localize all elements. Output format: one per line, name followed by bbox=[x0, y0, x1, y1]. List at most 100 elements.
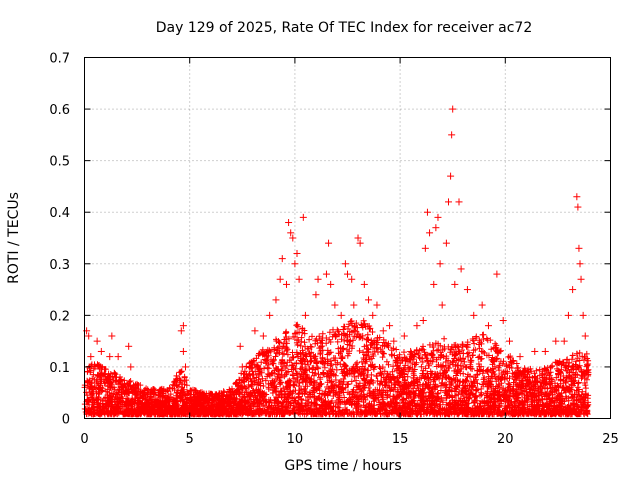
data-point bbox=[327, 280, 335, 288]
x-tick-label: 25 bbox=[602, 432, 619, 447]
data-point bbox=[430, 280, 438, 288]
x-axis-label: GPS time / hours bbox=[284, 458, 401, 474]
data-point bbox=[291, 260, 299, 268]
data-point bbox=[478, 301, 486, 309]
data-point bbox=[574, 203, 582, 211]
data-point bbox=[390, 337, 398, 345]
data-point bbox=[322, 270, 330, 278]
data-point bbox=[573, 193, 581, 201]
data-point bbox=[127, 363, 135, 371]
data-point bbox=[499, 317, 507, 325]
y-axis-label: ROTI / TECUs bbox=[6, 192, 22, 284]
data-point bbox=[421, 244, 429, 252]
y-tick-label: 0.1 bbox=[49, 361, 70, 376]
y-tick-label: 0.2 bbox=[49, 309, 70, 324]
data-point bbox=[177, 327, 185, 335]
data-point bbox=[541, 347, 549, 355]
y-tick-label: 0.6 bbox=[49, 103, 70, 118]
axis-ticks: 0 0.1 0.2 0.3 0.4 0.5 0.6 0.7 0 5 10 15 20 25 bbox=[49, 52, 618, 448]
data-point bbox=[442, 239, 450, 247]
data-point bbox=[301, 311, 309, 319]
data-point bbox=[569, 286, 577, 294]
data-point bbox=[285, 219, 293, 227]
data-point bbox=[432, 224, 440, 232]
data-point bbox=[179, 347, 187, 355]
data-point bbox=[575, 244, 583, 252]
data-point bbox=[444, 198, 452, 206]
data-point bbox=[373, 301, 381, 309]
data-point bbox=[447, 172, 455, 180]
data-point bbox=[449, 105, 457, 113]
data-point bbox=[87, 353, 95, 361]
data-point bbox=[331, 301, 339, 309]
data-point bbox=[581, 332, 589, 340]
data-point bbox=[337, 311, 345, 319]
data-point bbox=[386, 322, 394, 330]
data-point bbox=[325, 239, 333, 247]
data-point bbox=[438, 301, 446, 309]
data-point bbox=[299, 213, 307, 221]
data-point bbox=[179, 322, 187, 330]
data-point bbox=[312, 291, 320, 299]
data-point bbox=[455, 198, 463, 206]
data-point bbox=[272, 296, 280, 304]
data-point bbox=[419, 317, 427, 325]
data-point bbox=[114, 353, 122, 361]
data-point bbox=[295, 275, 303, 283]
y-tick-label: 0.5 bbox=[49, 155, 70, 170]
data-point bbox=[413, 322, 421, 330]
data-point bbox=[484, 322, 492, 330]
data-point bbox=[282, 280, 290, 288]
data-point bbox=[125, 342, 133, 350]
data-point bbox=[106, 353, 114, 361]
data-point bbox=[457, 265, 465, 273]
data-point bbox=[531, 347, 539, 355]
data-point bbox=[434, 213, 442, 221]
x-tick-label: 10 bbox=[287, 432, 304, 447]
data-point bbox=[577, 275, 585, 283]
data-point bbox=[259, 332, 267, 340]
data-point bbox=[400, 332, 408, 340]
data-point bbox=[506, 337, 514, 345]
data-point bbox=[287, 229, 295, 237]
x-tick-label: 20 bbox=[497, 432, 514, 447]
data-point bbox=[251, 327, 259, 335]
y-tick-label: 0.7 bbox=[49, 52, 70, 67]
data-point bbox=[293, 249, 301, 257]
data-point bbox=[238, 363, 246, 371]
data-point bbox=[356, 239, 364, 247]
x-tick-label: 0 bbox=[80, 432, 88, 447]
data-point bbox=[423, 208, 431, 216]
data-point bbox=[369, 311, 377, 319]
data-point bbox=[379, 327, 387, 335]
data-point bbox=[289, 234, 297, 242]
data-point bbox=[470, 311, 478, 319]
data-point bbox=[576, 260, 584, 268]
data-point bbox=[108, 332, 116, 340]
plot-frame bbox=[84, 57, 611, 419]
y-tick-label: 0.4 bbox=[49, 206, 70, 221]
data-point bbox=[426, 229, 434, 237]
y-tick-label: 0 bbox=[62, 413, 70, 428]
data-point bbox=[97, 347, 105, 355]
data-point bbox=[407, 347, 415, 355]
data-point bbox=[560, 337, 568, 345]
roti-cloud-path bbox=[81, 317, 592, 418]
data-point bbox=[276, 275, 284, 283]
data-point bbox=[493, 270, 501, 278]
data-point bbox=[181, 363, 189, 371]
grid-lines bbox=[84, 57, 611, 419]
data-point bbox=[91, 363, 99, 371]
data-point bbox=[314, 275, 322, 283]
data-point bbox=[348, 275, 356, 283]
data-point bbox=[85, 332, 93, 340]
data-point bbox=[236, 342, 244, 350]
data-point bbox=[344, 270, 351, 278]
x-tick-label: 15 bbox=[392, 432, 409, 447]
data-point bbox=[516, 353, 524, 361]
data-point bbox=[341, 260, 349, 268]
data-point bbox=[360, 280, 368, 288]
data-point bbox=[350, 301, 358, 309]
roti-point-cloud bbox=[81, 317, 592, 418]
